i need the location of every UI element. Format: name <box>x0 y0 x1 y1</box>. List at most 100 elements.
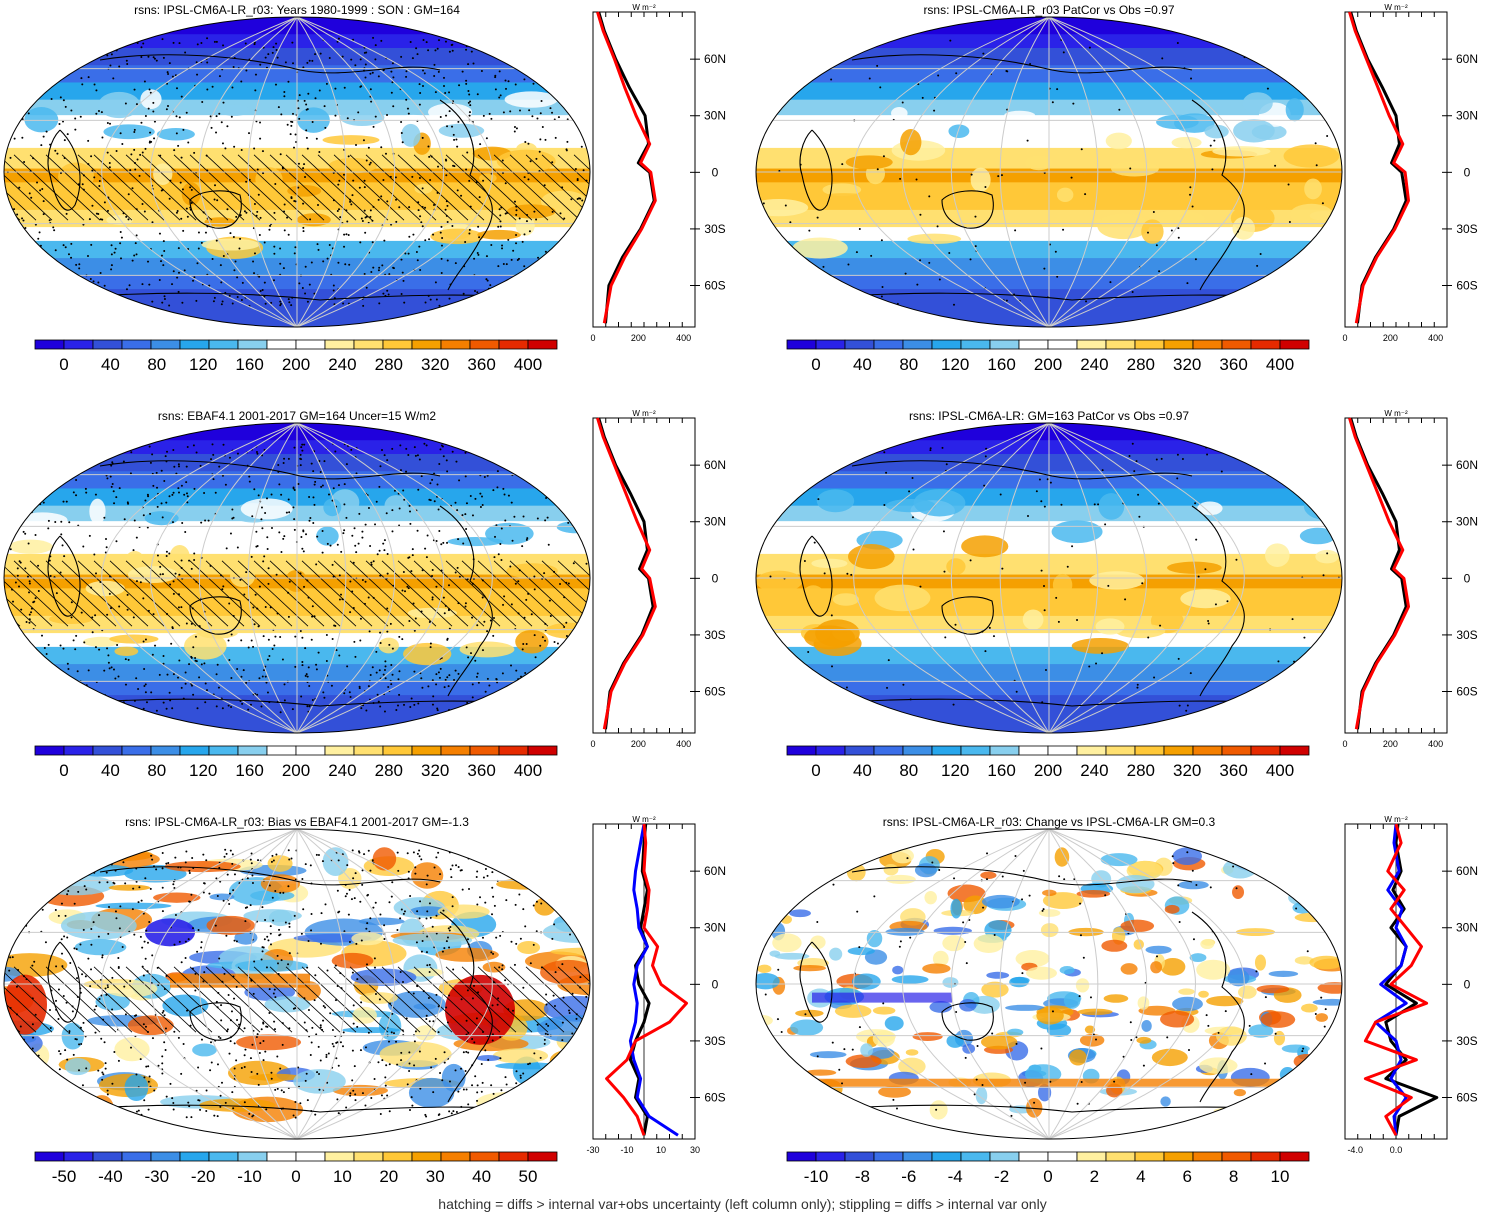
colorbar-swatch <box>1018 339 1049 350</box>
lat-label: 30N <box>704 921 726 935</box>
colorbar-label: 280 <box>1127 761 1155 780</box>
colorbar-label: -40 <box>98 1167 123 1186</box>
colorbar-swatch <box>208 745 239 756</box>
colorbar-swatch <box>873 1151 904 1162</box>
profile-x-label: 0 <box>1342 739 1347 749</box>
lat-label: 30S <box>704 222 725 236</box>
map-outline <box>755 828 1343 1140</box>
colorbar-label: 320 <box>1173 355 1201 374</box>
map-outline <box>3 828 591 1140</box>
colorbar-label: 4 <box>1136 1167 1145 1186</box>
panel-graphics: W m⁻² 60N 30N 0 30S 60S 0 200 400 0 40 80 120 160 200 2… <box>755 3 1478 374</box>
colorbar-swatch <box>527 745 558 756</box>
colorbar-swatch <box>1076 339 1107 350</box>
colorbar-label: 80 <box>899 761 918 780</box>
colorbar-label: 8 <box>1229 1167 1238 1186</box>
colorbar-label: 200 <box>1034 761 1062 780</box>
profile-series-blue <box>1374 823 1408 1136</box>
lat-label: 60N <box>704 52 726 66</box>
colorbar-swatch <box>1279 745 1310 756</box>
colorbar-label: 280 <box>1127 355 1155 374</box>
colorbar-label: 40 <box>101 355 120 374</box>
colorbar-label: 2 <box>1090 1167 1099 1186</box>
profile-x-label: 400 <box>1428 739 1443 749</box>
colorbar: 0 40 80 120 160 200 240 280 320 360 400 <box>786 745 1310 780</box>
colorbar-swatch <box>150 1151 181 1162</box>
lat-label: 60N <box>1456 864 1478 878</box>
graticule <box>4 423 590 733</box>
colorbar-label: 360 <box>467 761 495 780</box>
colorbar-label: 280 <box>375 761 403 780</box>
colorbar-swatch <box>469 339 500 350</box>
profile-series-red <box>1348 11 1410 324</box>
colorbar-swatch <box>873 339 904 350</box>
colorbar-swatch <box>411 339 442 350</box>
colorbar-swatch <box>208 1151 239 1162</box>
colorbar-label: 120 <box>941 355 969 374</box>
map-field <box>756 17 1342 327</box>
colorbar-label: 0 <box>291 1167 300 1186</box>
profile-unit: W m⁻² <box>632 409 656 418</box>
colorbar-label: -10 <box>804 1167 829 1186</box>
lat-label: 0 <box>1464 165 1471 179</box>
zonal-profile: W m⁻² 60N 30N 0 30S 60S 0 200 400 <box>1342 3 1478 343</box>
colorbar-swatch <box>931 1151 962 1162</box>
map-field <box>756 423 1342 733</box>
profile-x-label: 400 <box>676 333 691 343</box>
colorbar-swatch <box>1192 1151 1223 1162</box>
lat-label: 60N <box>704 864 726 878</box>
colorbar-swatch <box>815 745 846 756</box>
colorbar-swatch <box>844 1151 875 1162</box>
colorbar-swatch <box>1163 1151 1194 1162</box>
colorbar-label: 280 <box>375 355 403 374</box>
panel-6: rsns: IPSL-CM6A-LR_r03: Change vs IPSL-C… <box>752 812 1485 1217</box>
colorbar-swatch <box>1250 1151 1281 1162</box>
colorbar-swatch <box>63 339 94 350</box>
zonal-profile: W m⁻² 60N 30N 0 30S 60S 0 200 400 <box>590 3 726 343</box>
colorbar-label: 200 <box>282 761 310 780</box>
colorbar-swatch <box>1105 1151 1136 1162</box>
colorbar-label: 320 <box>1173 761 1201 780</box>
colorbar-swatch <box>63 1151 94 1162</box>
colorbar-label: 240 <box>328 761 356 780</box>
profile-x-label: 0.0 <box>1390 1145 1403 1155</box>
colorbar-swatch <box>815 339 846 350</box>
zonal-profile: W m⁻² 60N 30N 0 30S 60S 0 200 400 <box>1342 409 1478 749</box>
profile-x-label: 0 <box>590 333 595 343</box>
figure-footnote: hatching = diffs > internal var+obs unce… <box>438 1196 1047 1212</box>
colorbar-swatch <box>63 745 94 756</box>
colorbar-swatch <box>440 339 471 350</box>
colorbar-swatch <box>92 745 123 756</box>
colorbar-swatch <box>1047 745 1078 756</box>
colorbar-swatch <box>844 339 875 350</box>
colorbar-swatch <box>902 1151 933 1162</box>
profile-unit: W m⁻² <box>632 815 656 824</box>
map-field <box>4 423 590 733</box>
profile-series-black <box>628 823 651 1136</box>
lat-label: 60N <box>1456 458 1478 472</box>
colorbar-label: 0 <box>59 355 68 374</box>
profile-x-label: 30 <box>690 1145 700 1155</box>
colorbar-label: 40 <box>853 355 872 374</box>
lat-label: 60N <box>1456 52 1478 66</box>
colorbar-swatch <box>150 745 181 756</box>
colorbar-label: -20 <box>191 1167 216 1186</box>
lat-label: 30N <box>1456 109 1478 123</box>
colorbar-swatch <box>179 1151 210 1162</box>
colorbar-label: -2 <box>994 1167 1009 1186</box>
colorbar-label: 360 <box>467 355 495 374</box>
map-outline <box>3 16 591 328</box>
colorbar-swatch <box>179 339 210 350</box>
profile-x-label: 200 <box>1383 739 1398 749</box>
panel-title: rsns: IPSL-CM6A-LR_r03: Bias vs EBAF4.1 … <box>125 815 469 829</box>
lat-label: 0 <box>712 977 719 991</box>
colorbar-label: 160 <box>235 761 263 780</box>
profile-x-label: 200 <box>631 739 646 749</box>
colorbar-label: 200 <box>282 355 310 374</box>
hatching <box>4 560 590 627</box>
lat-label: 30S <box>1456 1034 1477 1048</box>
colorbar-swatch <box>208 339 239 350</box>
lat-label: 60S <box>1456 685 1477 699</box>
colorbar-swatch <box>353 745 384 756</box>
graticule <box>4 17 590 327</box>
